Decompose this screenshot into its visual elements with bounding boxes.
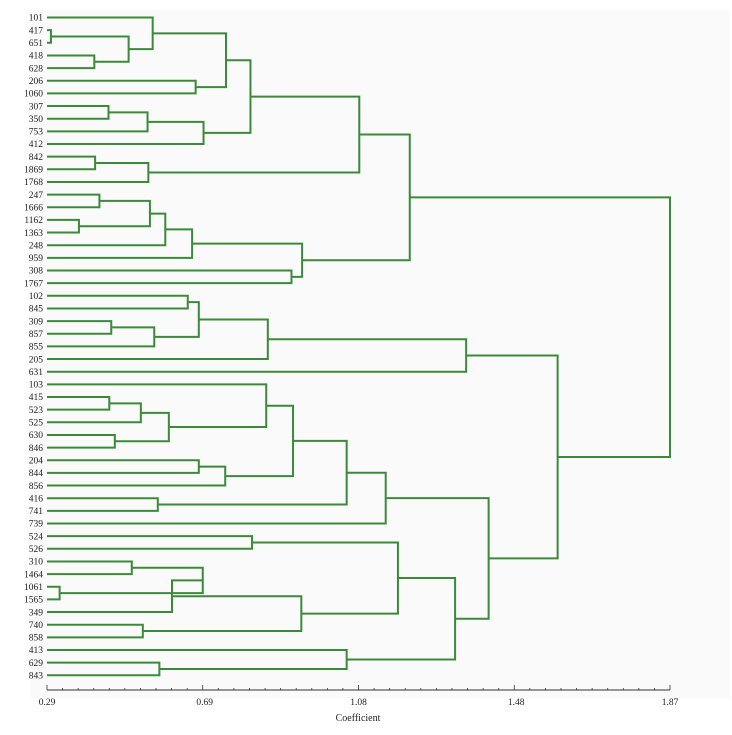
leaf-label-415: 415: [29, 393, 44, 403]
x-tick-label: 1.08: [350, 698, 367, 708]
leaf-label-1666: 1666: [24, 203, 43, 213]
leaf-label-844: 844: [29, 469, 44, 479]
leaf-label-205: 205: [29, 355, 44, 365]
x-tick-label: 0.29: [39, 698, 56, 708]
dendrogram-link-c12-c19: [302, 133, 411, 262]
leaf-label-740: 740: [29, 621, 44, 631]
dendrogram-link-101-c2: [47, 16, 154, 51]
leaf-label-651: 651: [29, 39, 44, 49]
dendrogram-link-1162-1363: [47, 218, 80, 234]
leaf-label-523: 523: [29, 406, 44, 416]
leaf-label-309: 309: [29, 317, 44, 327]
dendrogram-link-c37-c48: [385, 497, 490, 620]
leaf-label-248: 248: [29, 241, 44, 251]
leaf-label-1363: 1363: [24, 229, 43, 239]
leaf-label-857: 857: [29, 330, 44, 340]
leaf-label-247: 247: [29, 191, 44, 201]
leaf-label-842: 842: [29, 153, 44, 163]
leaf-label-412: 412: [29, 140, 44, 150]
leaf-label-1869: 1869: [24, 166, 43, 176]
dendrogram-link-308-1767: [47, 269, 293, 285]
dendrogram-link-c26-c49: [466, 354, 559, 560]
dendrogram-links: [47, 16, 671, 677]
leaf-label-525: 525: [29, 419, 44, 429]
dendrogram-link-c32-856: [47, 465, 227, 487]
x-tick-label: 0.69: [196, 698, 213, 708]
dendrogram-link-c15-248: [47, 212, 167, 247]
dendrogram-link-c45-c47: [346, 577, 457, 661]
leaf-label-1767: 1767: [24, 279, 43, 289]
dendrogram-link-417-651: [47, 29, 52, 44]
leaf-label-631: 631: [29, 368, 44, 378]
leaf-label-855: 855: [29, 343, 44, 353]
leaf-label-206: 206: [29, 77, 44, 87]
leaf-label-959: 959: [29, 254, 44, 264]
leaf-label-846: 846: [29, 444, 44, 454]
leaf-label-753: 753: [29, 128, 44, 138]
leaf-label-413: 413: [29, 646, 44, 656]
leaf-label-418: 418: [29, 52, 44, 62]
dendrogram-link-310-1464: [47, 560, 133, 576]
leaf-label-308: 308: [29, 267, 44, 277]
leaf-label-310: 310: [29, 558, 44, 568]
x-tick-label: 1.48: [508, 698, 525, 708]
dendrogram-link-307-350: [47, 105, 110, 120]
leaf-label-417: 417: [29, 26, 44, 36]
dendrogram-link-c10-1768: [47, 161, 150, 183]
dendrogram-link-416-741: [47, 497, 159, 512]
dendrogram-link-c13-c14: [78, 199, 151, 228]
leaf-label-739: 739: [29, 520, 44, 530]
x-axis-title: Coefficient: [336, 713, 381, 724]
dendrogram-link-c6-753: [47, 111, 149, 133]
dendrogram-link-247-1666: [47, 193, 101, 209]
leaf-labels: 101 417 651 418 628 206 1060 307 350 753 412 842 186…: [24, 14, 43, 682]
leaf-label-102: 102: [29, 292, 44, 302]
dendrogram-link-c38-c44: [252, 541, 399, 615]
x-tick-label: 1.87: [662, 698, 679, 708]
leaf-label-1464: 1464: [24, 570, 43, 580]
leaf-label-843: 843: [29, 672, 44, 682]
leaf-label-204: 204: [29, 456, 44, 466]
leaf-label-350: 350: [29, 115, 44, 125]
dendrogram-link-c20-c50: [409, 196, 671, 458]
leaf-label-1060: 1060: [24, 90, 43, 100]
leaf-label-1162: 1162: [24, 216, 43, 226]
leaf-label-630: 630: [29, 431, 44, 441]
dendrogram-link-630-846: [47, 433, 116, 449]
dendrogram-link-c27-525: [47, 402, 142, 424]
leaf-label-858: 858: [29, 634, 44, 644]
leaf-label-524: 524: [29, 532, 44, 542]
leaf-label-741: 741: [29, 507, 44, 517]
leaf-label-526: 526: [29, 545, 44, 555]
leaf-label-845: 845: [29, 305, 44, 315]
leaf-label-349: 349: [29, 608, 44, 618]
leaf-label-1565: 1565: [24, 596, 43, 606]
leaf-label-1061: 1061: [24, 583, 43, 593]
dendrogram-link-c24-205: [47, 318, 269, 361]
dendrogram-link-349-c41: [47, 579, 203, 614]
dendrogram-link-1061-1565: [47, 585, 61, 601]
leaf-label-307: 307: [29, 102, 44, 112]
leaf-label-416: 416: [29, 494, 44, 504]
leaf-label-629: 629: [29, 659, 44, 669]
leaf-label-1768: 1768: [24, 178, 43, 188]
dendrogram-link-102-845: [47, 294, 189, 310]
x-axis: 0.29 0.69 1.08 1.48 1.87: [39, 685, 679, 708]
leaf-label-103: 103: [29, 381, 44, 391]
leaf-label-628: 628: [29, 64, 44, 74]
leaf-label-101: 101: [29, 14, 44, 24]
leaf-label-856: 856: [29, 482, 44, 492]
